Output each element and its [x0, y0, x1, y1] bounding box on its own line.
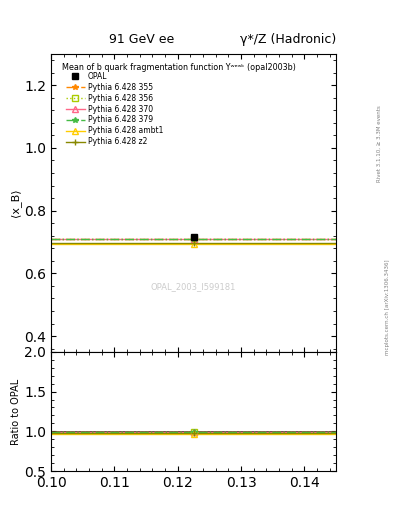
- Text: mcplots.cern.ch [arXiv:1306.3436]: mcplots.cern.ch [arXiv:1306.3436]: [385, 260, 389, 355]
- Text: OPAL_2003_I599181: OPAL_2003_I599181: [151, 282, 236, 291]
- Text: γ*/Z (Hadronic): γ*/Z (Hadronic): [240, 33, 336, 46]
- Y-axis label: Ratio to OPAL: Ratio to OPAL: [11, 378, 22, 444]
- Y-axis label: ⟨x_B⟩: ⟨x_B⟩: [11, 188, 22, 217]
- Text: Mean of b quark fragmentation function Υʷᵉᵃᵏ (opal2003b): Mean of b quark fragmentation function Υ…: [62, 62, 296, 72]
- Text: Rivet 3.1.10, ≥ 3.3M events: Rivet 3.1.10, ≥ 3.3M events: [377, 105, 382, 182]
- Text: 91 GeV ee: 91 GeV ee: [109, 33, 174, 46]
- Legend: OPAL, Pythia 6.428 355, Pythia 6.428 356, Pythia 6.428 370, Pythia 6.428 379, Py: OPAL, Pythia 6.428 355, Pythia 6.428 356…: [63, 70, 165, 148]
